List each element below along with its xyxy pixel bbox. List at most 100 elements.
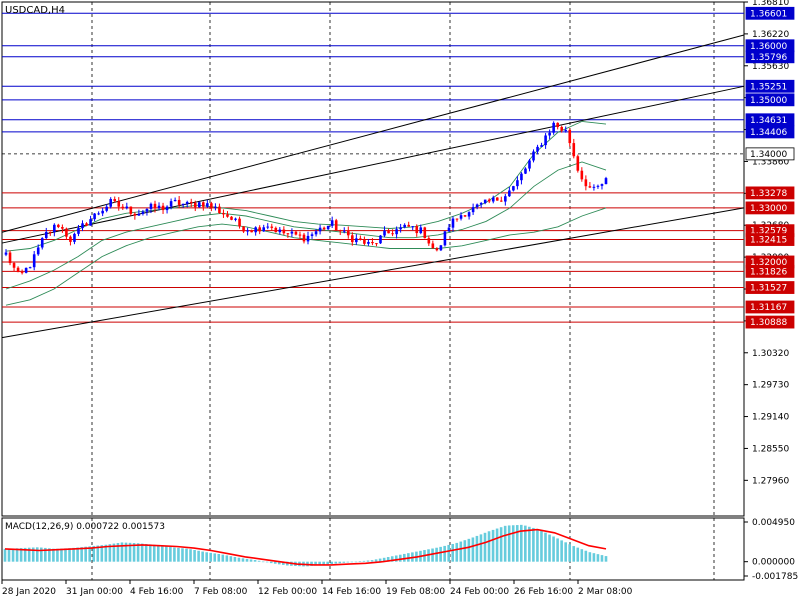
macd-bar: [556, 538, 559, 562]
candle-body: [471, 207, 475, 213]
price-tick-label: 1.36220: [752, 30, 789, 40]
candle-body: [165, 206, 169, 211]
macd-bar: [499, 527, 503, 562]
macd-bar: [108, 544, 112, 562]
macd-bar: [48, 548, 51, 562]
time-tick-label: 24 Feb 00:00: [450, 587, 509, 597]
candle-body: [193, 202, 197, 208]
candle-body: [584, 179, 588, 187]
candle-body: [508, 190, 511, 197]
macd-panel-frame: [1, 517, 745, 581]
candle-body: [504, 196, 507, 202]
macd-bar: [386, 557, 390, 562]
candle-body: [500, 200, 503, 202]
candle-body: [387, 230, 390, 234]
candle-body: [568, 129, 572, 144]
time-tick-label: 26 Feb 16:00: [514, 587, 573, 597]
candle-body: [346, 230, 350, 236]
macd-bar: [540, 530, 543, 562]
macd-bar: [116, 543, 120, 562]
candle-body: [12, 263, 16, 268]
channel-line[interactable]: [1, 207, 745, 339]
macd-bar: [15, 548, 19, 562]
macd-tick-label: 0.000000: [752, 558, 795, 568]
candle-body: [117, 201, 121, 207]
macd-bar: [532, 527, 535, 562]
candle-body: [286, 233, 290, 235]
macd-bar: [225, 555, 229, 562]
candle-body: [355, 238, 358, 243]
channel-line[interactable]: [1, 85, 745, 244]
macd-bar: [479, 534, 483, 562]
macd-bar: [431, 548, 434, 562]
moving-average-lines: [5, 120, 607, 306]
candle-body: [592, 186, 596, 188]
candle-body: [230, 216, 233, 220]
level-tag: [745, 264, 795, 278]
price-panel[interactable]: USDCAD,H4: [1, 1, 745, 517]
time-tick-label: 4 Feb 16:00: [130, 587, 184, 597]
level-tag-label: 1.31826: [750, 267, 787, 277]
moving-average-line: [5, 207, 607, 306]
candle-body: [600, 184, 604, 186]
trend-channel-lines[interactable]: [1, 34, 745, 339]
level-tag-label: 1.30888: [750, 318, 787, 328]
macd-bar: [205, 552, 208, 562]
macd-bar: [342, 561, 346, 563]
macd-bar: [44, 547, 47, 562]
macd-bar: [350, 561, 354, 563]
macd-bar: [503, 525, 507, 562]
macd-bar: [330, 561, 334, 564]
level-tag: [745, 233, 795, 246]
macd-bar: [40, 547, 43, 562]
macd-bar: [358, 561, 362, 562]
candle-body: [516, 180, 519, 187]
macd-bar: [213, 553, 217, 562]
candle-body: [435, 248, 439, 251]
macd-bar: [455, 542, 459, 562]
macd-bar: [467, 538, 471, 562]
macd-bar: [161, 545, 164, 562]
candle-body: [161, 205, 165, 211]
macd-bar: [120, 542, 124, 562]
macd-bar: [378, 558, 382, 562]
candle-body: [338, 230, 342, 232]
candle-body: [447, 227, 451, 232]
candle-body: [282, 229, 286, 234]
macd-bar: [177, 547, 180, 562]
macd-bar: [165, 546, 168, 562]
macd-bar: [173, 547, 176, 562]
macd-bar: [23, 547, 27, 562]
candle-body: [479, 203, 483, 205]
candle-body: [89, 219, 92, 226]
candle-body: [262, 227, 266, 232]
candle-body: [121, 206, 125, 209]
level-tag-label: 1.31167: [750, 303, 787, 313]
candle-body: [604, 178, 608, 185]
macd-panel[interactable]: MACD(12,26,9) 0.000722 0.001573: [1, 517, 745, 581]
macd-bar: [338, 561, 342, 564]
level-tag-label: 1.34631: [750, 116, 787, 126]
candle-body: [113, 199, 117, 202]
candle-body: [218, 206, 221, 213]
candle-body: [431, 243, 435, 249]
candle-body: [189, 201, 193, 203]
candle-body: [302, 234, 306, 242]
candle-body: [588, 186, 592, 188]
macd-bar: [463, 540, 467, 562]
candle-body: [149, 203, 153, 209]
channel-line[interactable]: [1, 34, 745, 233]
candle-body: [8, 252, 12, 264]
candle-body: [467, 212, 471, 217]
macd-bar: [374, 559, 378, 562]
candle-body: [65, 228, 68, 237]
macd-bar: [398, 554, 402, 562]
candle-body: [32, 254, 36, 268]
candle-body: [524, 168, 527, 174]
macd-bar: [128, 542, 132, 562]
candle-body: [411, 226, 415, 228]
macd-bar: [483, 532, 487, 562]
candle-body: [173, 199, 177, 202]
